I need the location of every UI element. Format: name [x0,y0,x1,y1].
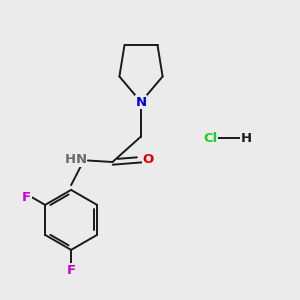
Text: O: O [142,153,154,166]
Text: F: F [67,264,76,277]
Text: N: N [75,153,87,167]
Text: H: H [64,153,76,167]
Text: Cl: Cl [203,131,217,145]
Text: H: H [240,131,252,145]
Text: F: F [22,191,31,204]
Text: N: N [135,95,147,109]
